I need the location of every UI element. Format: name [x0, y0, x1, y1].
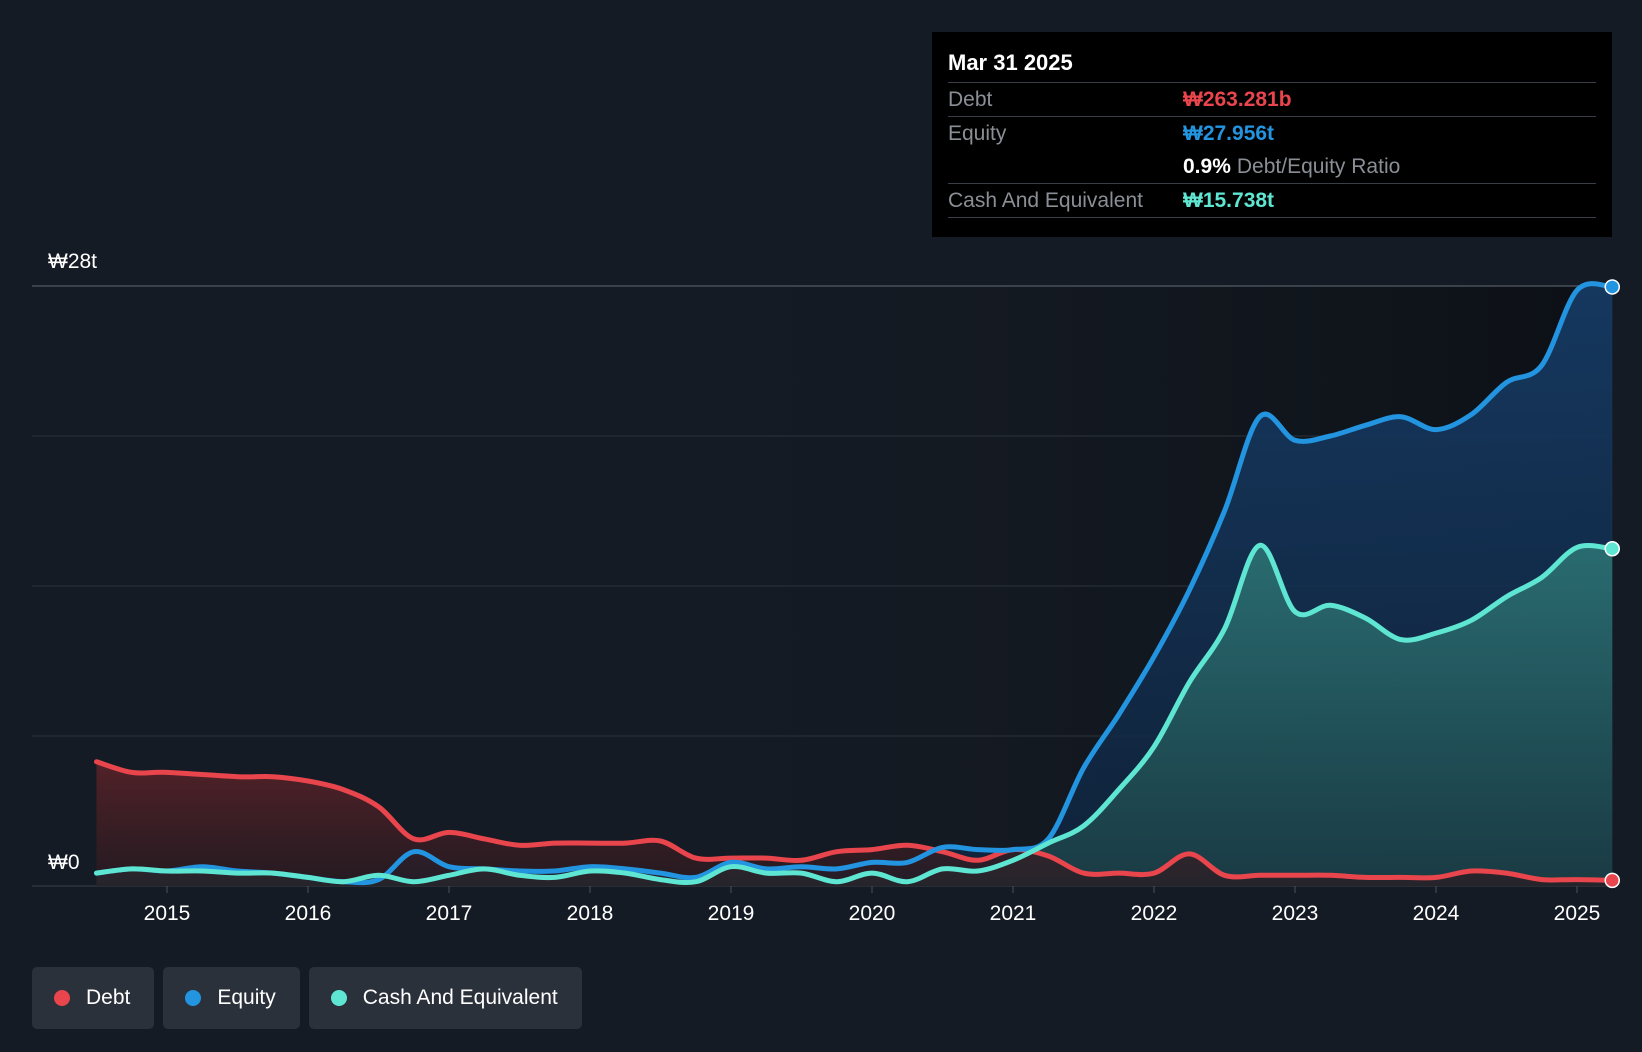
tooltip-cash-row: Cash And Equivalent ₩15.738t: [948, 184, 1596, 218]
tooltip-ratio-spacer: [948, 150, 1183, 183]
x-tick-label: 2016: [285, 902, 332, 925]
line-debt: [94, 759, 1615, 883]
tooltip-cash-label: Cash And Equivalent: [948, 189, 1143, 212]
y-tick-label-bottom: ₩0: [48, 851, 80, 874]
series-lines: [94, 281, 1615, 886]
x-tick-label: 2024: [1413, 902, 1460, 925]
x-tick-label: 2015: [144, 902, 191, 925]
x-tick-label: 2025: [1554, 902, 1601, 925]
legend-label-equity: Equity: [217, 986, 276, 1009]
legend-item-equity[interactable]: Equity: [163, 967, 300, 1029]
x-tick-label: 2023: [1272, 902, 1319, 925]
tooltip-debt-label: Debt: [948, 88, 993, 111]
tooltip-equity-row: Equity ₩27.956t: [948, 117, 1596, 150]
series-areas: [96, 283, 1613, 886]
legend-dot-equity: [185, 990, 202, 1006]
tooltip-debt-value: ₩263.281b: [1183, 88, 1292, 111]
x-tick-label: 2017: [426, 902, 473, 925]
legend: Debt Equity Cash And Equivalent: [32, 967, 582, 1029]
legend-item-cash[interactable]: Cash And Equivalent: [308, 967, 582, 1029]
end-marker-equity: [1604, 279, 1620, 295]
tooltip-debt-row: Debt ₩263.281b: [948, 83, 1596, 117]
x-axis-ticks: 2015 2016 2017 2018 2019 2020 2021 2022 2023 2024…: [144, 886, 1601, 925]
legend-label-debt: Debt: [86, 986, 131, 1009]
x-tick-label: 2022: [1131, 902, 1178, 925]
legend-label-cash: Cash And Equivalent: [362, 986, 558, 1009]
tooltip-ratio-row: 0.9% Debt/Equity Ratio: [948, 150, 1596, 184]
tooltip-equity-label: Equity: [948, 122, 1007, 145]
legend-dot-cash: [330, 990, 347, 1006]
tooltip-cash-value: ₩15.738t: [1183, 189, 1275, 212]
end-marker-cash: [1604, 541, 1620, 557]
legend-dot-debt: [54, 990, 70, 1006]
tooltip-ratio-label: Debt/Equity Ratio: [1236, 155, 1401, 178]
legend-item-debt[interactable]: Debt: [32, 967, 155, 1029]
y-tick-label-top: ₩28t: [48, 250, 98, 273]
tooltip-ratio-value: 0.9%: [1183, 155, 1231, 178]
line-cash: [94, 542, 1615, 885]
x-tick-label: 2020: [849, 902, 896, 925]
x-tick-label: 2018: [567, 902, 614, 925]
x-tick-label: 2019: [708, 902, 755, 925]
end-marker-debt: [1604, 872, 1620, 889]
end-markers: [1604, 279, 1620, 889]
tooltip-panel: Mar 31 2025 Debt ₩263.281b Equity ₩27.95…: [932, 32, 1612, 237]
area-debt: [96, 761, 1613, 886]
x-tick-label: 2021: [990, 902, 1037, 925]
tooltip-equity-value: ₩27.956t: [1183, 122, 1275, 145]
area-cash: [96, 545, 1613, 886]
tooltip-date: Mar 31 2025: [948, 44, 1596, 83]
